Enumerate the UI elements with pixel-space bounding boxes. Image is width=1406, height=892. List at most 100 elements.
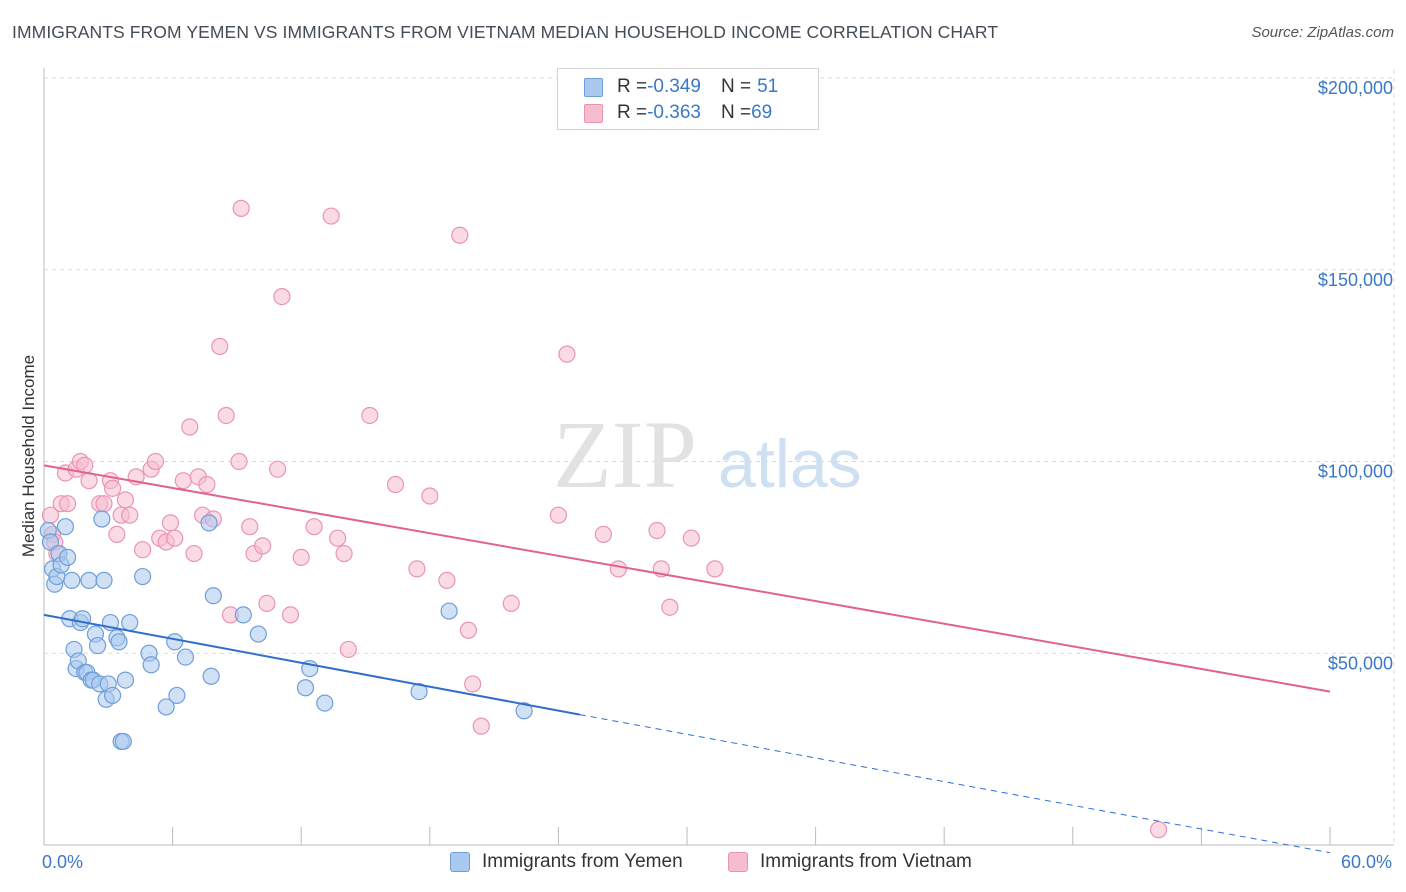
watermark-zip: ZIP [553,401,697,508]
x-tick-label-max: 60.0% [1340,852,1392,872]
vietnam-point [594,525,613,543]
watermark: ZIP atlas [553,401,862,508]
axes [43,68,1394,846]
legend-swatch-yemen [584,77,603,97]
vietnam-point [459,621,477,639]
vietnam-point [241,518,259,536]
vietnam-point [181,418,199,436]
vietnam-point [329,529,347,547]
vietnam-point [230,452,248,471]
vietnam-point [133,541,152,559]
yemen-point [202,667,220,685]
vietnam-point [408,560,426,578]
yemen-point [296,679,315,697]
vietnam-point [121,506,139,524]
vietnam-point [108,525,126,543]
vietnam-point [254,537,272,555]
yemen-points [39,510,533,751]
legend-row-yemen: R = -0.349 N = 51 [584,75,778,99]
legend-r-value-vietnam: -0.363 [647,102,701,123]
y-tick-label: $50,000 [1328,653,1393,673]
vietnam-point [472,717,490,735]
vietnam-point [386,475,405,494]
legend-swatch-yemen [450,852,470,872]
legend-n-value-vietnam: 69 [751,102,773,123]
vietnam-point [269,460,287,478]
yemen-point [116,671,135,689]
series-legend: Immigrants from Yemen Immigrants from Vi… [0,851,1406,877]
vietnam-point [95,495,113,513]
vietnam-point [58,495,77,513]
yemen-point [95,571,113,589]
yemen-point [110,633,128,651]
vietnam-point [335,544,353,563]
vietnam-point [217,406,235,425]
source-label: Source: ZipAtlas.com [1251,24,1394,41]
vietnam-point [421,487,439,505]
yemen-point [58,548,77,566]
yemen-point [41,533,60,551]
yemen-point [316,694,334,712]
vietnam-point [273,287,291,306]
yemen-point [93,510,111,528]
watermark-atlas: atlas [718,426,862,502]
legend-item-yemen: Immigrants from Yemen [450,851,683,873]
vietnam-point [549,506,568,524]
yemen-point [63,571,81,589]
yemen-point [200,514,218,532]
vietnam-point [211,337,229,356]
vietnam-point [174,472,192,490]
legend-swatch-vietnam [584,103,603,123]
vietnam-point [361,406,379,425]
vietnam-point [185,544,203,563]
yemen-point [103,686,122,705]
vietnam-point [146,452,165,471]
vietnam-point [609,560,628,578]
vietnam-trend-line [43,464,1331,693]
vietnam-point [339,640,357,659]
yemen-point [440,602,458,620]
y-tick-label: $150,000 [1318,270,1393,290]
yemen-point [157,698,175,716]
yemen-point [56,518,75,536]
yemen-point [515,702,533,720]
legend-r-value-yemen: -0.349 [647,76,701,97]
vietnam-point [281,606,300,624]
chart-title: IMMIGRANTS FROM YEMEN VS IMMIGRANTS FROM… [12,22,999,42]
legend-n-value-yemen: 51 [757,76,779,97]
vietnam-point [161,514,180,532]
legend-swatch-vietnam [728,852,748,872]
vietnam-point [116,491,135,509]
yemen-point [121,613,139,632]
vietnam-point [322,207,340,225]
vietnam-point [166,529,184,547]
yemen-trend-line-extension [579,714,1331,854]
stats-legend: R = -0.349 N = 51 R = -0.363 N = 69 [557,68,819,130]
vietnam-point [232,199,250,217]
trend-lines [43,464,1331,854]
vietnam-point [292,548,310,566]
yemen-point [166,633,184,651]
legend-n-label: N = [720,102,752,123]
yemen-point [410,682,428,701]
legend-r-label: R = [617,76,648,97]
vietnam-point [648,521,666,540]
vietnam-point [706,560,724,578]
vietnam-point [258,594,276,612]
vietnam-point [438,571,456,589]
yemen-point [114,732,132,751]
vietnam-point [451,226,469,244]
legend-row-vietnam: R = -0.363 N = 69 [584,101,772,125]
legend-r-label: R = [617,102,648,123]
vietnam-point [661,598,679,616]
legend-n-label: N = [720,76,752,97]
vietnam-point [198,475,216,494]
y-tick-labels: $50,000 $100,000 $150,000 $200,000 [1318,78,1393,673]
yemen-point [176,648,195,666]
yemen-point [88,636,107,655]
legend-label-vietnam: Immigrants from Vietnam [760,851,972,872]
yemen-point [80,571,98,589]
yemen-point [142,656,160,674]
vietnam-point [305,518,323,536]
